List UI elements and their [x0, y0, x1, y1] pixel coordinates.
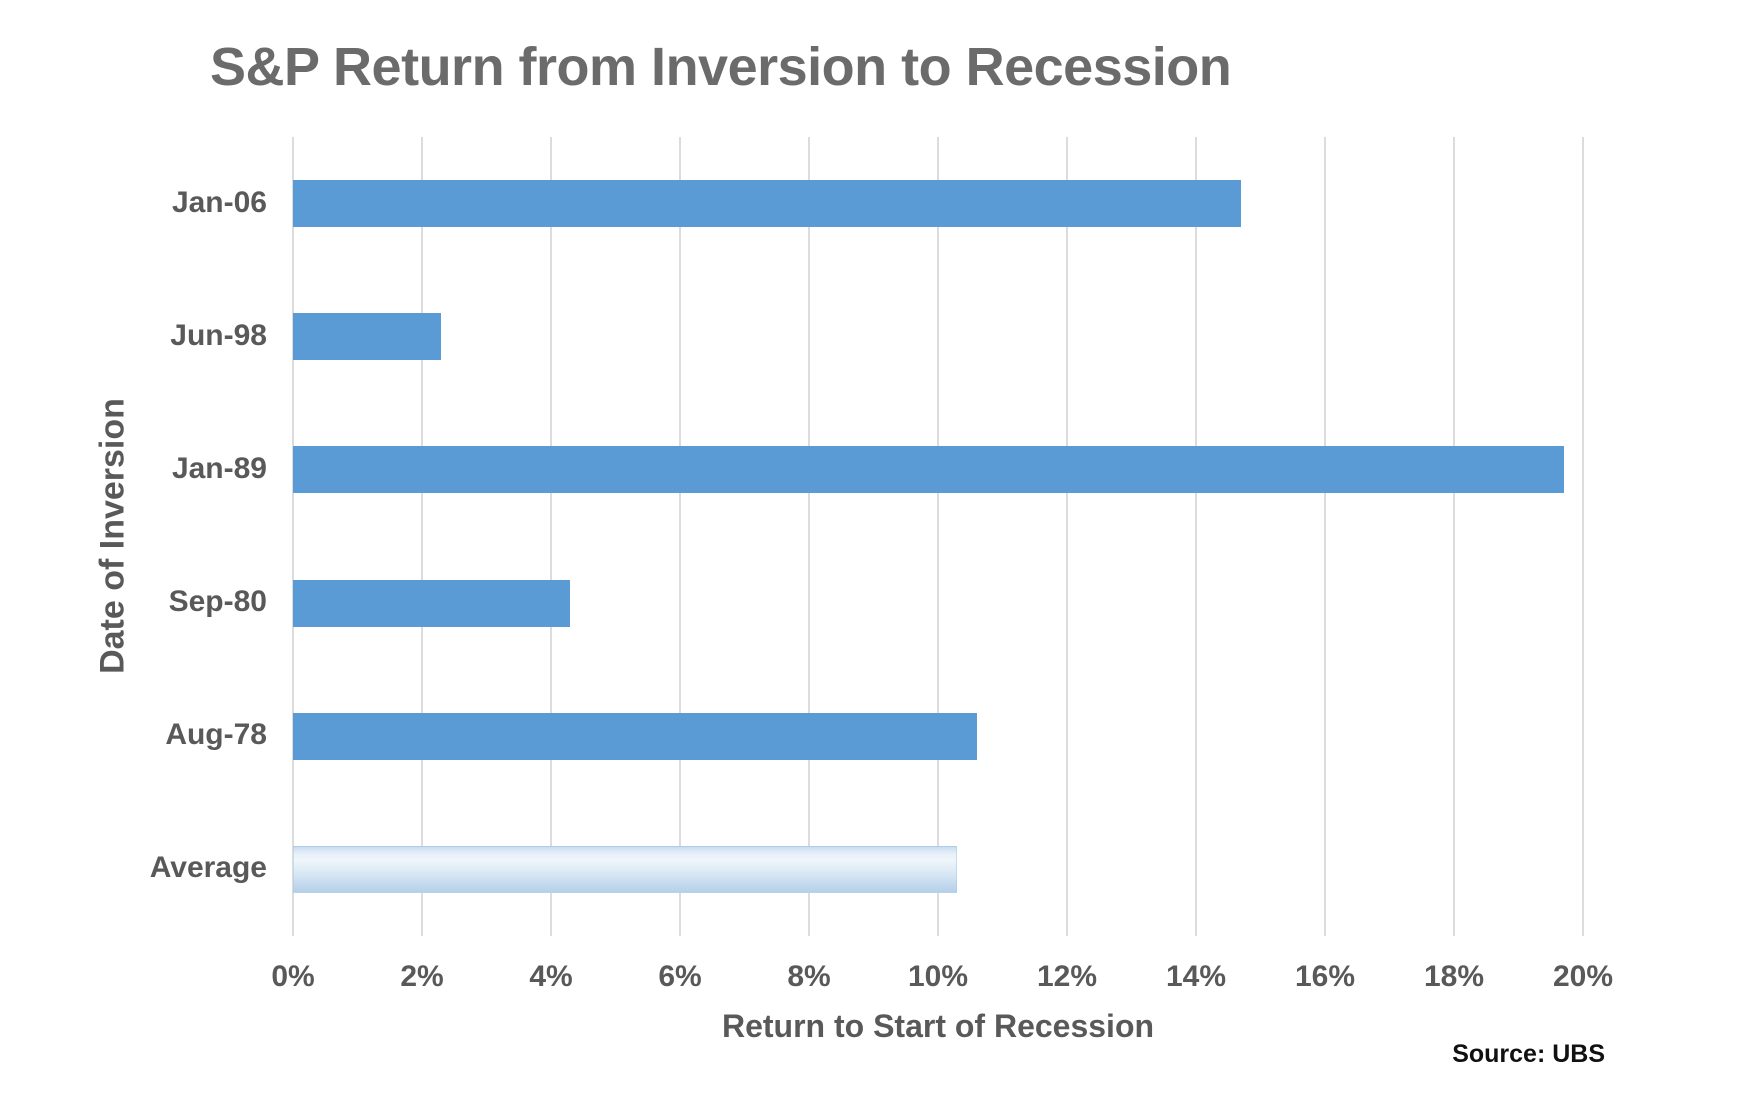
bar-jan-89 — [293, 446, 1564, 494]
xtick-label-18%: 18% — [1423, 960, 1485, 993]
gridline-18% — [1453, 137, 1455, 936]
xtick-label-8%: 8% — [787, 960, 831, 993]
gridline-0% — [292, 137, 294, 936]
gridline-16% — [1324, 137, 1326, 936]
category-label-jun-98: Jun-98 — [170, 318, 267, 352]
gridline-20% — [1582, 137, 1584, 936]
xtick-label-2%: 2% — [400, 960, 444, 993]
xtick-label-14%: 14% — [1165, 960, 1227, 993]
gridline-12% — [1066, 137, 1068, 936]
category-label-sep-80: Sep-80 — [168, 585, 267, 619]
x-axis-title: Return to Start of Recession — [721, 1008, 1155, 1044]
x-axis-tick-labels: 0% 2% 4% 6% 8% 10% 12% 14% 16% 18% 20% — [271, 960, 1613, 996]
xtick-label-20%: 20% — [1552, 960, 1614, 993]
y-axis-title: Date of Inversion — [93, 398, 132, 674]
xtick-label-16%: 16% — [1294, 960, 1356, 993]
source-attribution: Source: UBS — [1452, 1040, 1605, 1068]
xtick-label-12%: 12% — [1036, 960, 1098, 993]
bar-average — [293, 845, 958, 893]
gridline-6% — [679, 137, 681, 936]
xtick-label-0%: 0% — [271, 960, 315, 993]
y-axis-category-labels: Jan-06 Jun-98 Jan-89 Sep-80 Aug-78 Average — [0, 137, 267, 936]
category-label-jan-06: Jan-06 — [171, 185, 267, 219]
bar-jun-98 — [293, 313, 442, 361]
category-label-aug-78: Aug-78 — [165, 718, 267, 752]
gridline-4% — [550, 137, 552, 936]
gridline-10% — [937, 137, 939, 936]
category-label-jan-89: Jan-89 — [171, 451, 267, 485]
plot-area — [292, 137, 1584, 936]
gridline-2% — [421, 137, 423, 936]
bar-jan-06 — [293, 180, 1242, 228]
gridline-14% — [1195, 137, 1197, 936]
chart-title: S&P Return from Inversion to Recession — [210, 37, 1232, 97]
xtick-label-4%: 4% — [529, 960, 573, 993]
gridline-8% — [808, 137, 810, 936]
xtick-label-10%: 10% — [907, 960, 969, 993]
bar-sep-80 — [293, 579, 571, 627]
xtick-label-6%: 6% — [658, 960, 702, 993]
bar-aug-78 — [293, 712, 977, 760]
category-label-average: Average — [149, 851, 267, 885]
